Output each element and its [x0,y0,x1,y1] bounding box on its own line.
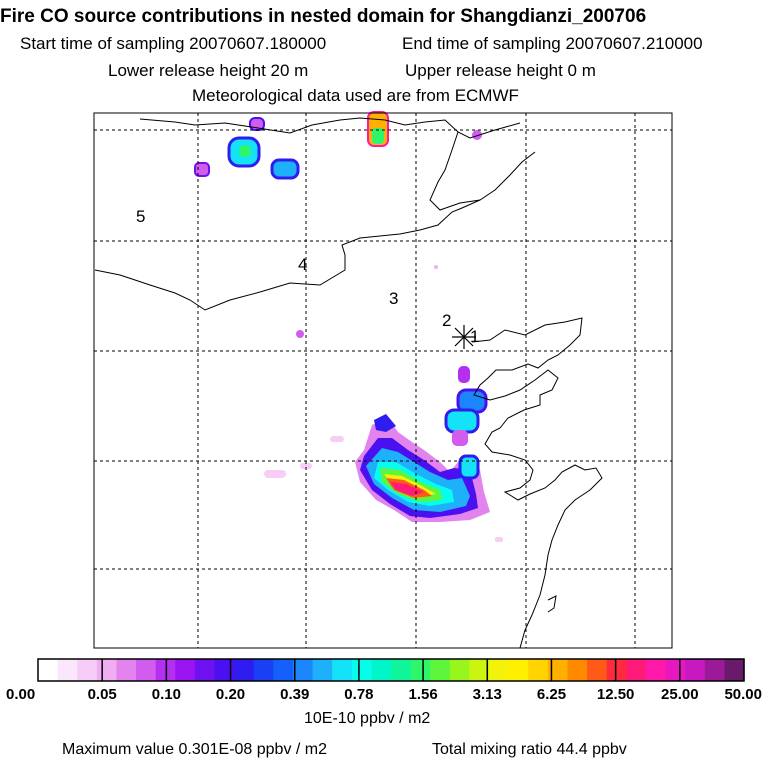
met-data-label: Meteorological data used are from ECMWF [192,86,519,105]
colorbar-swatch [292,659,314,681]
colorbar-swatch [351,659,372,681]
colorbar-swatch [685,659,706,681]
colorbar-tick-label: 0.20 [215,686,246,703]
colorbar-swatch [96,659,118,681]
coastlines [94,117,603,649]
upper-release-height-label: Upper release height 0 m [405,61,596,80]
maximum-value-label: Maximum value 0.301E-08 ppbv / m2 [62,741,328,758]
colorbar-swatch [410,659,431,681]
plume-blob [458,366,470,383]
colorbar-tick-label: 0.10 [151,686,181,703]
colorbar-tick-label: 25.00 [661,686,699,703]
start-time-label: Start time of sampling 20070607.180000 [20,34,327,53]
trajectory-marker: 5 [136,207,145,226]
plume-blob [458,454,480,480]
colorbar-tick-label: 0.00 [6,686,36,703]
plume-blob [444,408,480,434]
colorbar-swatch [469,659,490,681]
colorbar-swatch [547,659,569,681]
colorbar-swatch [449,659,471,681]
colorbar-ticks [101,659,681,681]
plot-title: Fire CO source contributions in nested d… [0,6,647,27]
colorbar-swatch [77,659,98,681]
plume-blob [495,537,503,542]
colorbar-swatch [371,659,392,681]
colorbar-swatch [665,659,686,681]
colorbar-swatch [391,659,412,681]
plume-blob [300,463,312,469]
colorbar-swatch [253,659,274,681]
colorbar-swatch [606,659,627,681]
border-line [429,131,536,211]
colorbar-swatch [645,659,667,681]
plume-blob [296,330,304,338]
border-line [471,317,603,649]
colorbar [38,659,745,681]
colorbar-swatch [528,659,549,681]
plume-layer [194,111,503,542]
colorbar-swatch [508,659,529,681]
plume-blob [264,470,286,478]
total-mixing-ratio-label: Total mixing ratio 44.4 ppbv [432,741,627,758]
colorbar-swatch [234,659,255,681]
colorbar-tick-label: 3.13 [472,686,502,703]
colorbar-tick-label: 12.50 [596,686,635,703]
colorbar-swatch [38,659,59,681]
colorbar-swatch [116,659,137,681]
colorbar-tick-label: 1.56 [408,686,438,703]
end-time-label: End time of sampling 20070607.210000 [402,34,703,53]
plume-blob [374,414,396,432]
colorbar-swatch [136,659,157,681]
trajectory-marker: 3 [389,289,398,308]
border-line [139,117,521,139]
colorbar-tick-label: 0.05 [87,686,117,703]
colorbar-tick-label: 6.25 [536,686,567,703]
colorbar-tick-label: 50.00 [724,686,762,703]
colorbar-swatch [273,659,294,681]
trajectory-marker: 2 [442,311,451,330]
receptor-star-icon [452,325,476,349]
colorbar-swatch [704,659,725,681]
colorbar-tick-label: 0.39 [280,686,310,703]
colorbar-tick-label: 0.78 [344,686,374,703]
colorbar-swatch [194,659,216,681]
colorbar-swatch [626,659,647,681]
plume-blob [330,436,344,442]
plume-blob [472,130,482,140]
plume-blob [194,162,210,177]
colorbar-swatch [332,659,353,681]
colorbar-swatch [214,659,235,681]
colorbar-swatch [175,659,196,681]
plume-blob [372,128,384,144]
trajectory-marker: 1 [470,327,479,346]
plume-blob [270,158,300,180]
plume-blob [239,145,251,157]
colorbar-unit-label: 10E-10 ppbv / m2 [304,710,431,727]
border-line [94,199,481,311]
map-frame [93,112,673,649]
plume-blob [434,265,438,269]
colorbar-swatch [312,659,333,681]
grid [94,113,672,648]
colorbar-swatch [724,659,745,681]
colorbar-swatch [489,659,510,681]
lower-release-height-label: Lower release height 20 m [108,61,309,80]
colorbar-swatch [567,659,588,681]
colorbar-swatch [587,659,608,681]
colorbar-swatch [57,659,78,681]
border-line [547,595,557,613]
plume-blob [452,430,468,446]
colorbar-swatch [430,659,451,681]
colorbar-frame [37,658,745,682]
trajectory-marker: 4 [298,255,307,274]
